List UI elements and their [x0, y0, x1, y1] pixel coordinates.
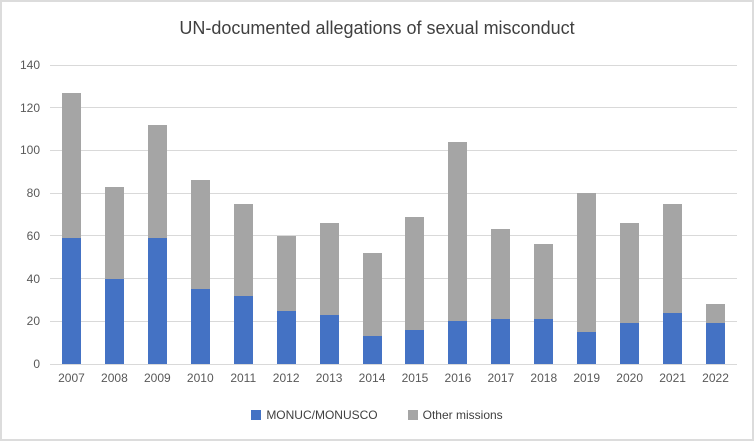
chart-legend: MONUC/MONUSCO Other missions: [2, 408, 752, 422]
bar-2021-other-missions: [663, 203, 683, 313]
y-tick-label: 80: [26, 186, 40, 201]
gridline: [50, 235, 737, 237]
bar-2007-other-missions: [61, 92, 81, 238]
x-tick-label: 2019: [573, 371, 601, 385]
bar-2012-monuc-monusco: [276, 310, 296, 364]
x-tick-label: 2012: [272, 371, 300, 385]
x-tick-label: 2010: [186, 371, 214, 385]
bar-2020-other-missions: [620, 223, 640, 324]
x-tick-label: 2013: [315, 371, 343, 385]
x-tick-label: 2017: [487, 371, 515, 385]
gridline: [50, 107, 737, 109]
bar-2021-monuc-monusco: [663, 312, 683, 364]
bar-2009-other-missions: [147, 124, 167, 238]
bar-2018-monuc-monusco: [534, 319, 554, 364]
bar-2011-other-missions: [233, 203, 253, 296]
bar-2011-monuc-monusco: [233, 295, 253, 364]
gridline: [50, 149, 737, 151]
bar-2007-monuc-monusco: [61, 237, 81, 364]
bar-2020-monuc-monusco: [620, 323, 640, 364]
x-tick-label: 2021: [659, 371, 686, 385]
chart-title: UN-documented allegations of sexual misc…: [179, 18, 575, 38]
bar-2014-other-missions: [362, 252, 382, 337]
x-tick-label: 2008: [101, 371, 128, 385]
legend-swatch-other-missions: [407, 410, 418, 420]
bar-2013-monuc-monusco: [319, 314, 339, 364]
bar-2008-monuc-monusco: [104, 278, 124, 364]
legend-item-other-missions: Other missions: [407, 408, 503, 422]
bar-2022-monuc-monusco: [706, 323, 726, 364]
bar-2014-monuc-monusco: [362, 336, 382, 364]
y-tick-label: 0: [33, 357, 40, 371]
gridline: [50, 278, 737, 280]
bar-2012-other-missions: [276, 235, 296, 311]
x-tick-label: 2020: [616, 371, 643, 385]
x-tick-label: 2016: [444, 371, 472, 385]
y-tick-label: 60: [26, 228, 40, 243]
y-tick-label: 20: [26, 314, 40, 329]
bar-2013-other-missions: [319, 223, 339, 315]
bar-2015-monuc-monusco: [405, 329, 425, 364]
x-axis-line: [50, 363, 737, 365]
bar-2022-other-missions: [706, 304, 726, 324]
bar-2016-other-missions: [448, 141, 468, 322]
x-tick-label: 2007: [58, 371, 85, 385]
bar-2010-other-missions: [190, 180, 210, 290]
bar-2018-other-missions: [534, 244, 554, 320]
x-tick-label: 2022: [702, 371, 729, 385]
bar-2016-monuc-monusco: [448, 321, 468, 364]
x-tick-label: 2009: [143, 371, 171, 385]
gridline: [50, 320, 737, 322]
gridline: [50, 64, 737, 66]
x-tick-label: 2011: [230, 371, 257, 385]
legend-label: Other missions: [422, 408, 503, 422]
bar-2019-other-missions: [577, 193, 597, 332]
y-tick-label: 40: [26, 271, 40, 286]
x-tick-label: 2015: [401, 371, 429, 385]
legend-label: MONUC/MONUSCO: [266, 408, 378, 422]
x-tick-label: 2018: [530, 371, 558, 385]
y-tick-label: 100: [19, 143, 40, 158]
x-tick-label: 2014: [358, 371, 386, 385]
bar-2009-monuc-monusco: [147, 237, 167, 364]
y-tick-label: 120: [19, 100, 40, 115]
legend-swatch-monuc-monusco: [251, 410, 262, 420]
legend-item-monuc-monusco: MONUC/MONUSCO: [251, 408, 378, 422]
gridline: [50, 192, 737, 194]
bar-2015-other-missions: [405, 216, 425, 330]
bar-2017-other-missions: [491, 229, 511, 320]
y-tick-label: 140: [19, 58, 40, 72]
bar-2008-other-missions: [104, 186, 124, 279]
bar-2019-monuc-monusco: [577, 331, 597, 364]
bar-2017-monuc-monusco: [491, 319, 511, 364]
bar-2010-monuc-monusco: [190, 289, 210, 364]
